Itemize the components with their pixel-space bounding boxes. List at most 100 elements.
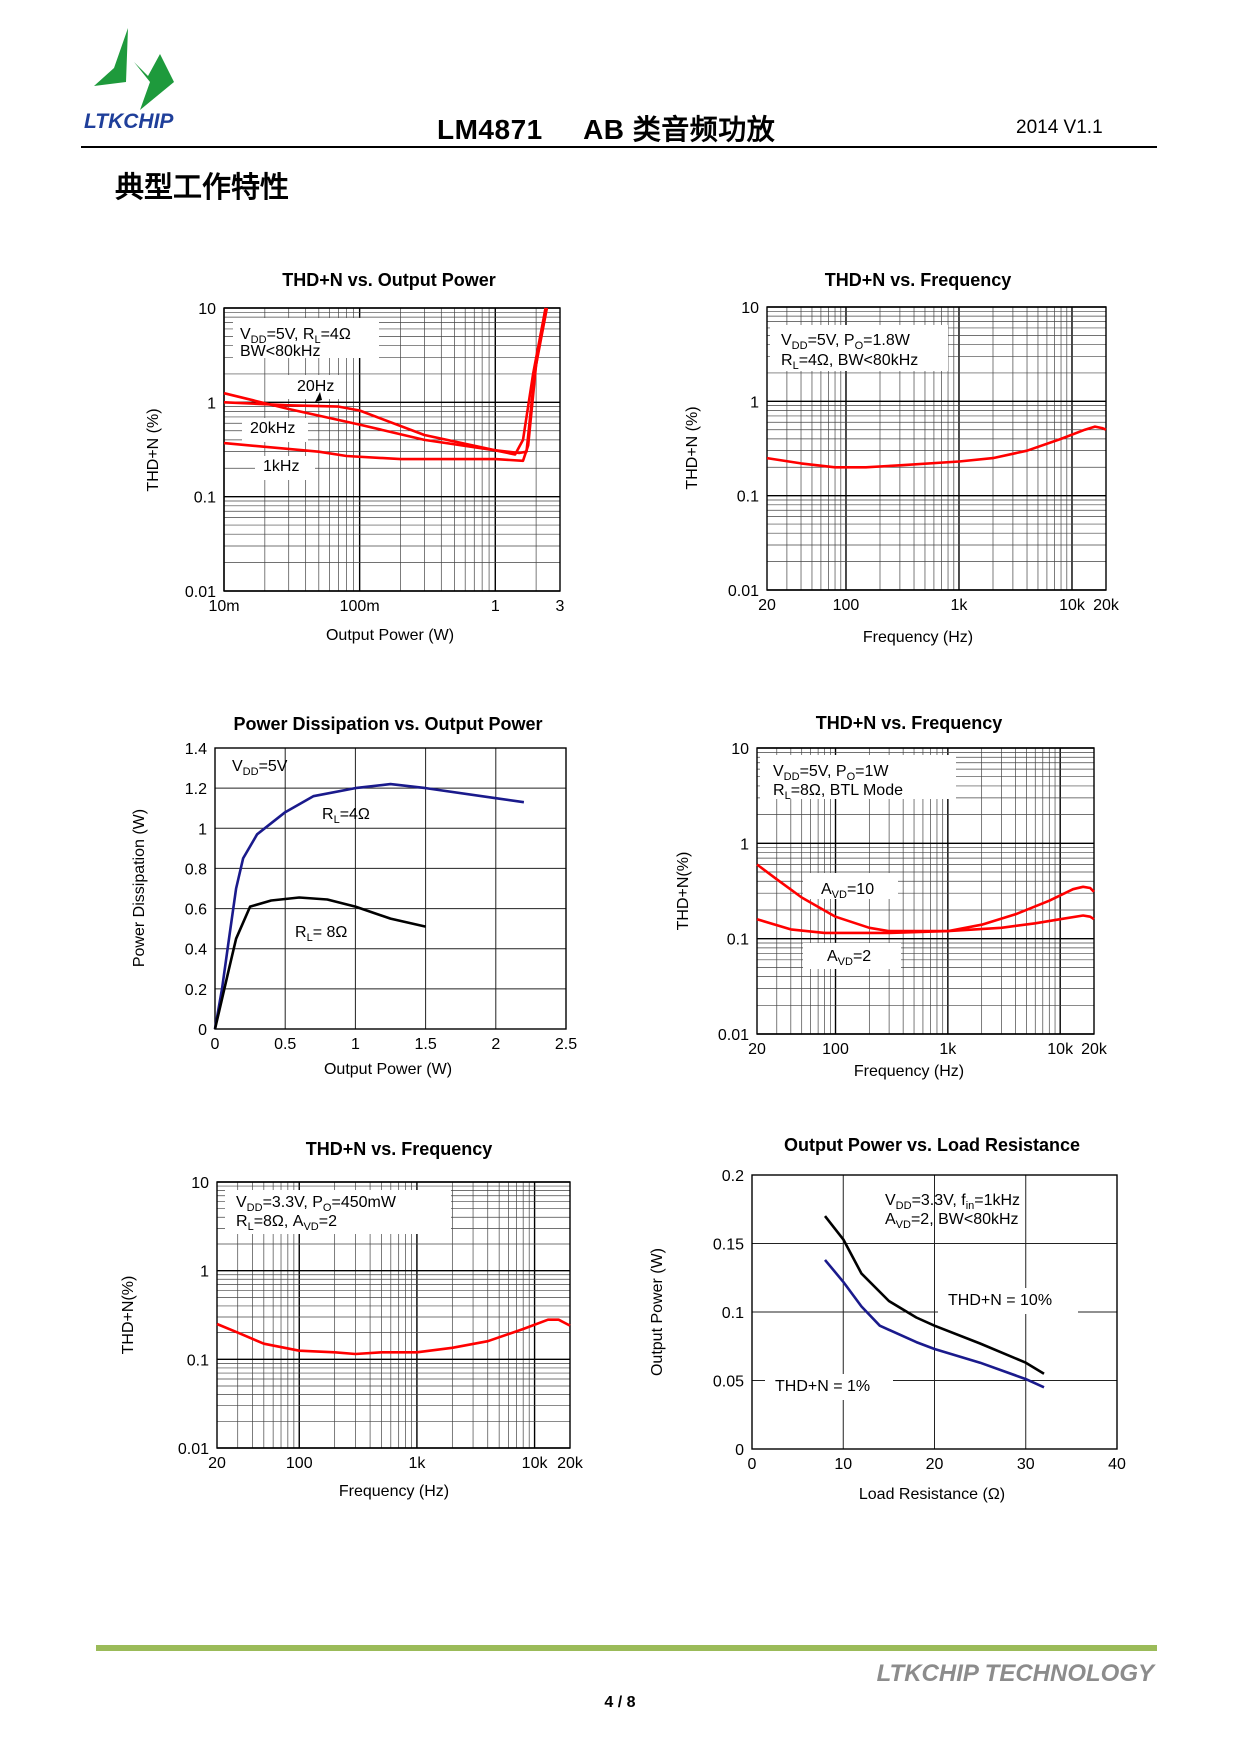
annotation-segment: A <box>885 1211 896 1228</box>
x-tick-label: 100 <box>833 597 860 614</box>
annotation-subscript: DD <box>784 771 800 783</box>
x-tick-label: 100m <box>340 598 380 615</box>
y-tick-label: 0.8 <box>185 861 207 878</box>
x-axis-label: Frequency (Hz) <box>339 1483 449 1500</box>
chart-2: 20 100 1k 10k 20k 0.01 0.1 1 10 THD+N vs. Frequen… <box>684 270 1120 646</box>
x-tick-label: 0 <box>211 1036 220 1053</box>
annotation-segment: =8Ω, BTL Mode <box>791 782 903 799</box>
x-tick-label: 40 <box>1108 1456 1126 1473</box>
annotation-background <box>803 873 898 899</box>
chart-5: 20 100 1k 10k 20k 0.01 0.1 1 10 THD+N vs. Frequen… <box>120 1139 584 1500</box>
x-tick-label: 10k <box>522 1455 549 1472</box>
annotation-subscript: VD <box>838 956 853 968</box>
annotation-segment: R <box>773 782 785 799</box>
annotation-text: BW<80kHz <box>240 343 320 360</box>
annotation-segment: =1W <box>855 763 889 780</box>
annotation-segment: =8Ω, A <box>254 1213 304 1230</box>
page-number: 4 / 8 <box>604 1694 636 1711</box>
x-tick-label: 100 <box>286 1455 313 1472</box>
annotation-text: 20Hz <box>297 378 334 395</box>
y-tick-label: 1 <box>198 821 207 838</box>
version-label: 2014 V1.1 <box>1016 117 1103 138</box>
x-tick-label: 20k <box>1093 597 1120 614</box>
annotation-background <box>770 325 948 371</box>
y-tick-label: 0.2 <box>185 982 207 999</box>
annotation-segment: =10 <box>847 881 874 898</box>
annotation-text: 20kHz <box>250 420 295 437</box>
x-tick-label: 20 <box>926 1456 944 1473</box>
annotation-subscript: O <box>855 340 864 352</box>
y-axis-label: THD+N(%) <box>675 852 692 931</box>
annotation-segment: R <box>322 806 334 823</box>
y-tick-label: 10 <box>198 301 216 318</box>
y-tick-label: 0.01 <box>718 1027 749 1044</box>
annotation-segment: A <box>821 881 832 898</box>
annotation-background <box>803 943 901 969</box>
annotation-background <box>765 1374 893 1400</box>
arrow-icon <box>315 392 322 402</box>
y-tick-label: 0 <box>198 1022 207 1039</box>
series-line-1 <box>216 1318 571 1356</box>
x-tick-label: 100 <box>822 1041 849 1058</box>
x-tick-label: 0.5 <box>274 1036 296 1053</box>
annotation-segment: THD+N = 1% <box>775 1378 870 1395</box>
annotation-segment: =1.8W <box>863 332 911 349</box>
annotation-subscript: L <box>307 932 313 944</box>
annotation-background <box>760 755 956 799</box>
series-line-3 <box>223 307 549 463</box>
y-axis-label: Power Dissipation (W) <box>131 809 148 967</box>
annotation-subscript: DD <box>896 1200 912 1212</box>
annotation-segment: R <box>295 924 307 941</box>
chart-1: 10m 100m 1 3 0.01 0.1 1 10 THD+N vs. Output Powe… <box>145 270 565 644</box>
annotation-subscript: L <box>314 334 320 346</box>
annotation-segment: =4Ω <box>340 806 370 823</box>
annotation-subscript: DD <box>792 340 808 352</box>
x-tick-label: 10 <box>834 1456 852 1473</box>
x-tick-label: 10m <box>208 598 239 615</box>
y-tick-label: 0.1 <box>194 490 216 507</box>
y-tick-label: 0.4 <box>185 942 207 959</box>
annotation-segment: =2 <box>853 948 871 965</box>
x-tick-label: 2 <box>491 1036 500 1053</box>
annotation-text: RL=4Ω <box>322 806 370 826</box>
annotation-segment: R <box>781 352 793 369</box>
header-divider <box>81 146 1157 148</box>
annotation-background <box>255 456 315 480</box>
annotation-text: VDD=5V, PO=1W <box>773 763 889 783</box>
grid <box>214 747 567 1030</box>
annotation-background <box>233 318 379 358</box>
annotation-segment: V <box>773 763 784 780</box>
y-tick-label: 0.1 <box>737 489 759 506</box>
annotation-background <box>225 1190 451 1234</box>
annotation-segment: V <box>240 326 251 343</box>
y-tick-label: 0.1 <box>727 932 749 949</box>
annotation-text: VDD=3.3V, PO=450mW <box>236 1194 397 1214</box>
annotation-subscript: L <box>334 814 340 826</box>
annotation-segment: =3.3V, f <box>912 1192 967 1209</box>
y-tick-label: 0.15 <box>713 1237 744 1254</box>
y-tick-label: 10 <box>741 300 759 317</box>
annotation-text: VDD=5V, RL=4Ω <box>240 326 351 346</box>
plot-frame <box>223 307 561 592</box>
annotation-segment: V <box>236 1194 247 1211</box>
logo-text: LTKCHIP <box>84 110 174 133</box>
annotation-text: VDD=5V <box>232 758 288 778</box>
y-axis-label: Output Power (W) <box>649 1248 666 1376</box>
annotation-background <box>288 375 343 399</box>
series-line-2 <box>756 914 1095 935</box>
annotation-subscript: L <box>785 790 791 802</box>
x-tick-label: 1k <box>408 1455 426 1472</box>
chart-title: THD+N vs. Frequency <box>825 270 1012 290</box>
y-tick-label: 1 <box>207 395 216 412</box>
annotation-subscript: O <box>323 1202 332 1214</box>
series-line-2 <box>213 896 426 1030</box>
y-tick-label: 1.2 <box>185 781 207 798</box>
y-tick-label: 1 <box>750 394 759 411</box>
y-tick-label: 0.1 <box>722 1305 744 1322</box>
series-line-1 <box>756 863 1095 933</box>
x-axis-label: Frequency (Hz) <box>863 629 973 646</box>
annotation-text: RL= 8Ω <box>295 924 347 944</box>
annotation-segment: =5V, P <box>800 763 847 780</box>
annotation-subscript: L <box>248 1221 254 1233</box>
